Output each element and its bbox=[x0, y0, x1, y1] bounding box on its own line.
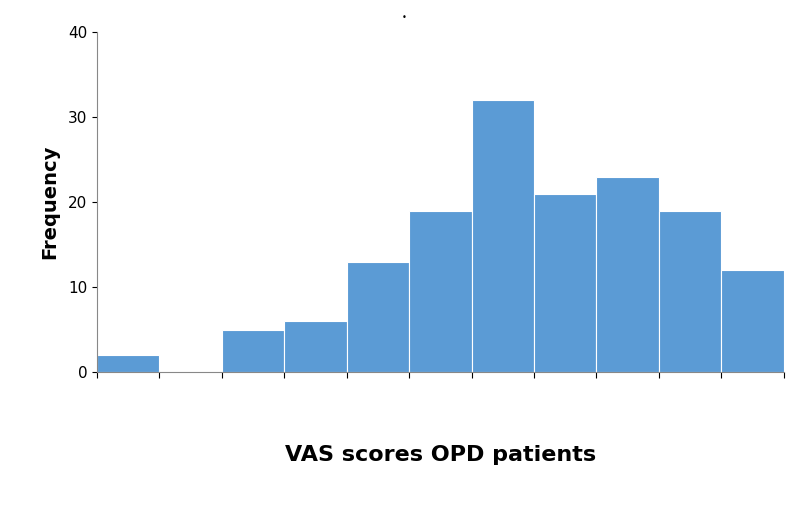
Text: •: • bbox=[402, 13, 406, 22]
Bar bbox=[222, 330, 284, 372]
Bar bbox=[347, 262, 409, 372]
Bar bbox=[596, 177, 659, 372]
Bar bbox=[409, 211, 472, 372]
Bar bbox=[659, 211, 722, 372]
Y-axis label: Frequency: Frequency bbox=[40, 145, 60, 259]
Bar bbox=[472, 100, 534, 372]
Bar bbox=[534, 194, 596, 372]
Bar bbox=[284, 321, 347, 372]
Bar bbox=[97, 355, 159, 372]
Bar bbox=[722, 270, 784, 372]
X-axis label: VAS scores OPD patients: VAS scores OPD patients bbox=[284, 445, 596, 466]
